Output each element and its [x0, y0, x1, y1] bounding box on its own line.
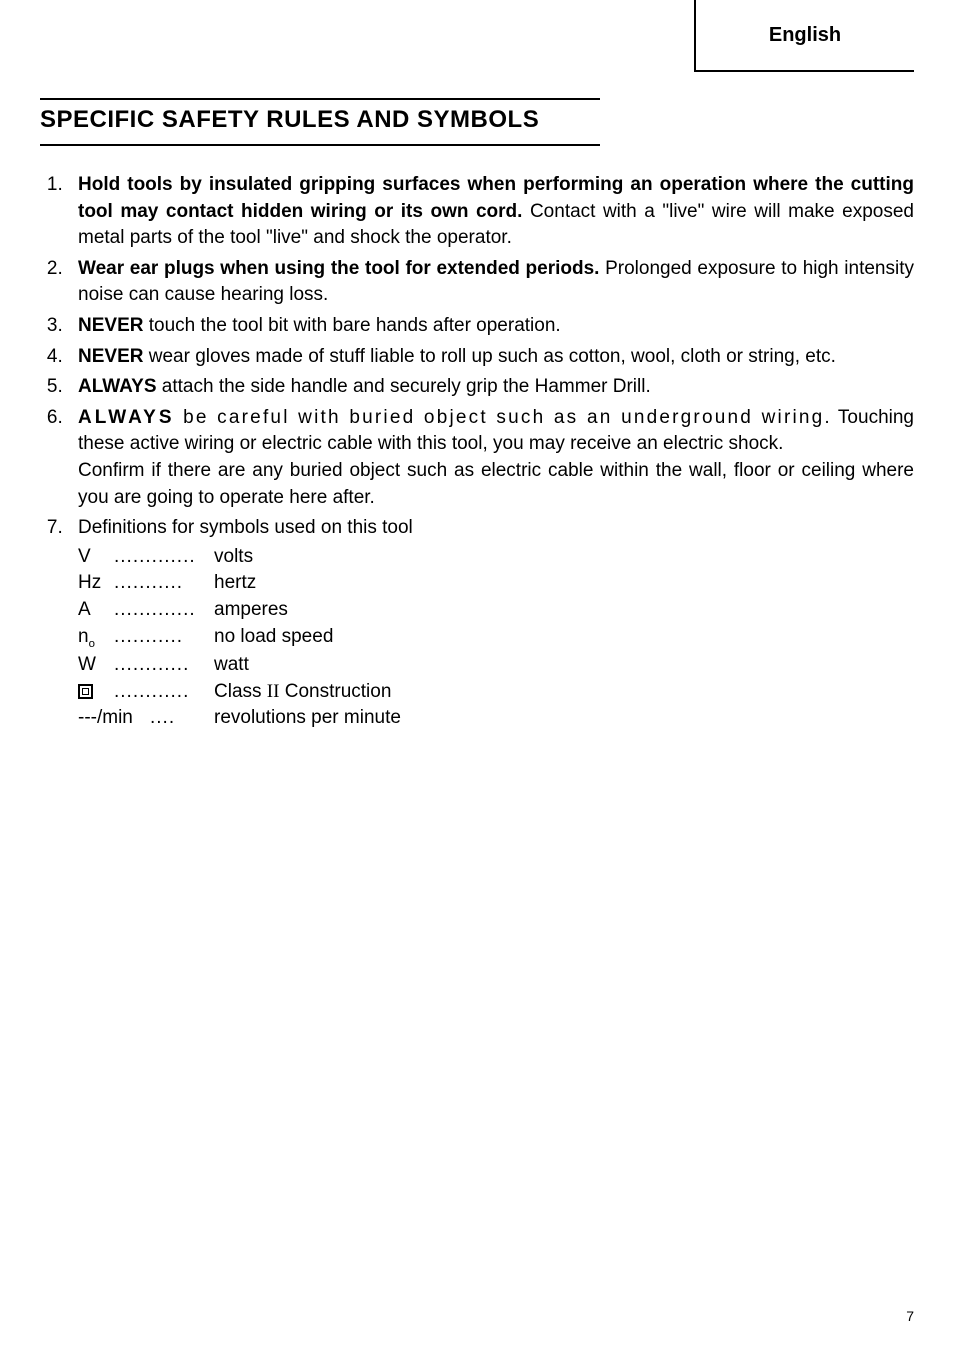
page-number: 7: [906, 1308, 914, 1324]
definition-meaning: watt: [214, 652, 249, 679]
definition-symbol: W: [78, 652, 114, 679]
definition-row: A ............. amperes: [78, 597, 914, 624]
definition-dots: ...........: [114, 570, 214, 597]
rule-text-line1: be careful with buried object such as an…: [175, 407, 832, 428]
definition-meaning: no load speed: [214, 624, 333, 651]
rule-extra: Confirm if there are any buried object s…: [78, 460, 914, 508]
definition-dots: ...........: [114, 624, 214, 651]
rule-bold: Wear ear plugs when using the tool for e…: [78, 258, 599, 279]
rule-text: attach the side handle and securely grip…: [157, 376, 651, 397]
language-label: English: [769, 24, 841, 47]
class2-suffix: Construction: [279, 681, 391, 702]
definition-symbol: ---/min: [78, 705, 150, 732]
definition-row: ............ Class II Construction: [78, 679, 914, 706]
rule-item: ALWAYS be careful with buried object suc…: [68, 405, 914, 511]
rule-item: Wear ear plugs when using the tool for e…: [68, 256, 914, 309]
definition-symbol: V: [78, 544, 114, 571]
class-2-icon: [78, 679, 114, 706]
definition-meaning: Class II Construction: [214, 679, 391, 706]
rule-lead: ALWAYS: [78, 407, 175, 428]
definition-dots: ............: [114, 679, 214, 706]
class2-roman: II: [267, 681, 280, 702]
definitions-list: V ............. volts Hz ........... her…: [78, 544, 914, 732]
definition-row: V ............. volts: [78, 544, 914, 571]
no-load-speed-symbol: no: [78, 624, 114, 653]
rule-item: Definitions for symbols used on this too…: [68, 515, 914, 732]
rule-text: Definitions for symbols used on this too…: [78, 517, 413, 538]
definition-meaning: revolutions per minute: [214, 705, 401, 732]
definition-dots: ....: [150, 705, 214, 732]
definition-symbol: A: [78, 597, 114, 624]
definition-meaning: volts: [214, 544, 253, 571]
definition-row: ---/min .... revolutions per minute: [78, 705, 914, 732]
rule-item: ALWAYS attach the side handle and secure…: [68, 374, 914, 401]
definition-meaning: hertz: [214, 570, 256, 597]
rule-text: touch the tool bit with bare hands after…: [143, 315, 560, 336]
language-box: English: [694, 0, 914, 72]
definition-meaning: amperes: [214, 597, 288, 624]
rule-item: NEVER wear gloves made of stuff liable t…: [68, 344, 914, 371]
definition-dots: .............: [114, 597, 214, 624]
rule-lead: ALWAYS: [78, 376, 157, 397]
rule-text: wear gloves made of stuff liable to roll…: [143, 346, 835, 367]
rules-list: Hold tools by insulated gripping surface…: [40, 172, 914, 732]
rule-lead: NEVER: [78, 346, 143, 367]
definition-row: Hz ........... hertz: [78, 570, 914, 597]
title-rule: SPECIFIC SAFETY RULES AND SYMBOLS: [40, 98, 600, 146]
definition-symbol: Hz: [78, 570, 114, 597]
definition-row: W ............ watt: [78, 652, 914, 679]
definition-dots: ............: [114, 652, 214, 679]
definition-dots: .............: [114, 544, 214, 571]
definition-row: no ........... no load speed: [78, 624, 914, 653]
page-title: SPECIFIC SAFETY RULES AND SYMBOLS: [40, 100, 600, 144]
rule-lead: NEVER: [78, 315, 143, 336]
class2-prefix: Class: [214, 681, 267, 702]
rule-item: Hold tools by insulated gripping surface…: [68, 172, 914, 252]
page: English SPECIFIC SAFETY RULES AND SYMBOL…: [0, 0, 954, 1352]
rule-item: NEVER touch the tool bit with bare hands…: [68, 313, 914, 340]
